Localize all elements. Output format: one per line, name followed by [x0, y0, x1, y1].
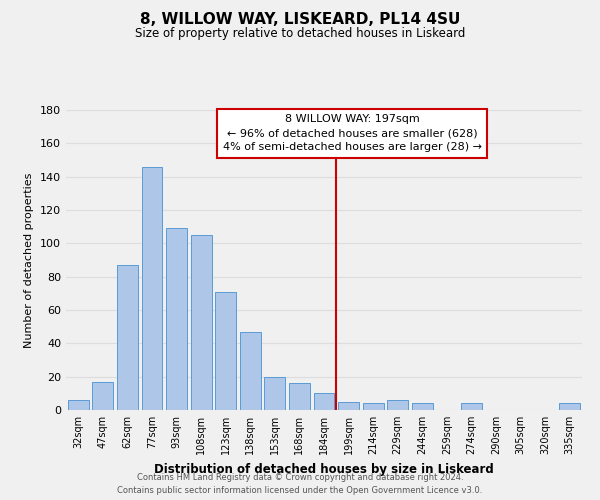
Bar	[362, 404, 383, 410]
Bar	[314, 394, 334, 410]
Text: 8 WILLOW WAY: 197sqm
← 96% of detached houses are smaller (628)
4% of semi-detac: 8 WILLOW WAY: 197sqm ← 96% of detached h…	[223, 114, 482, 152]
Text: Contains HM Land Registry data © Crown copyright and database right 2024.: Contains HM Land Registry data © Crown c…	[137, 474, 463, 482]
Bar	[215, 292, 236, 410]
Bar	[338, 402, 359, 410]
Bar	[68, 400, 89, 410]
Bar	[166, 228, 187, 410]
Bar	[559, 404, 580, 410]
Bar	[412, 404, 433, 410]
Text: Size of property relative to detached houses in Liskeard: Size of property relative to detached ho…	[135, 28, 465, 40]
Bar	[461, 404, 482, 410]
Bar	[240, 332, 261, 410]
Bar	[142, 166, 163, 410]
Text: 8, WILLOW WAY, LISKEARD, PL14 4SU: 8, WILLOW WAY, LISKEARD, PL14 4SU	[140, 12, 460, 28]
Bar	[191, 235, 212, 410]
Bar	[265, 376, 286, 410]
Bar	[289, 384, 310, 410]
Bar	[117, 265, 138, 410]
Text: Contains public sector information licensed under the Open Government Licence v3: Contains public sector information licen…	[118, 486, 482, 495]
Bar	[387, 400, 408, 410]
Bar	[92, 382, 113, 410]
Y-axis label: Number of detached properties: Number of detached properties	[25, 172, 34, 348]
X-axis label: Distribution of detached houses by size in Liskeard: Distribution of detached houses by size …	[154, 462, 494, 475]
